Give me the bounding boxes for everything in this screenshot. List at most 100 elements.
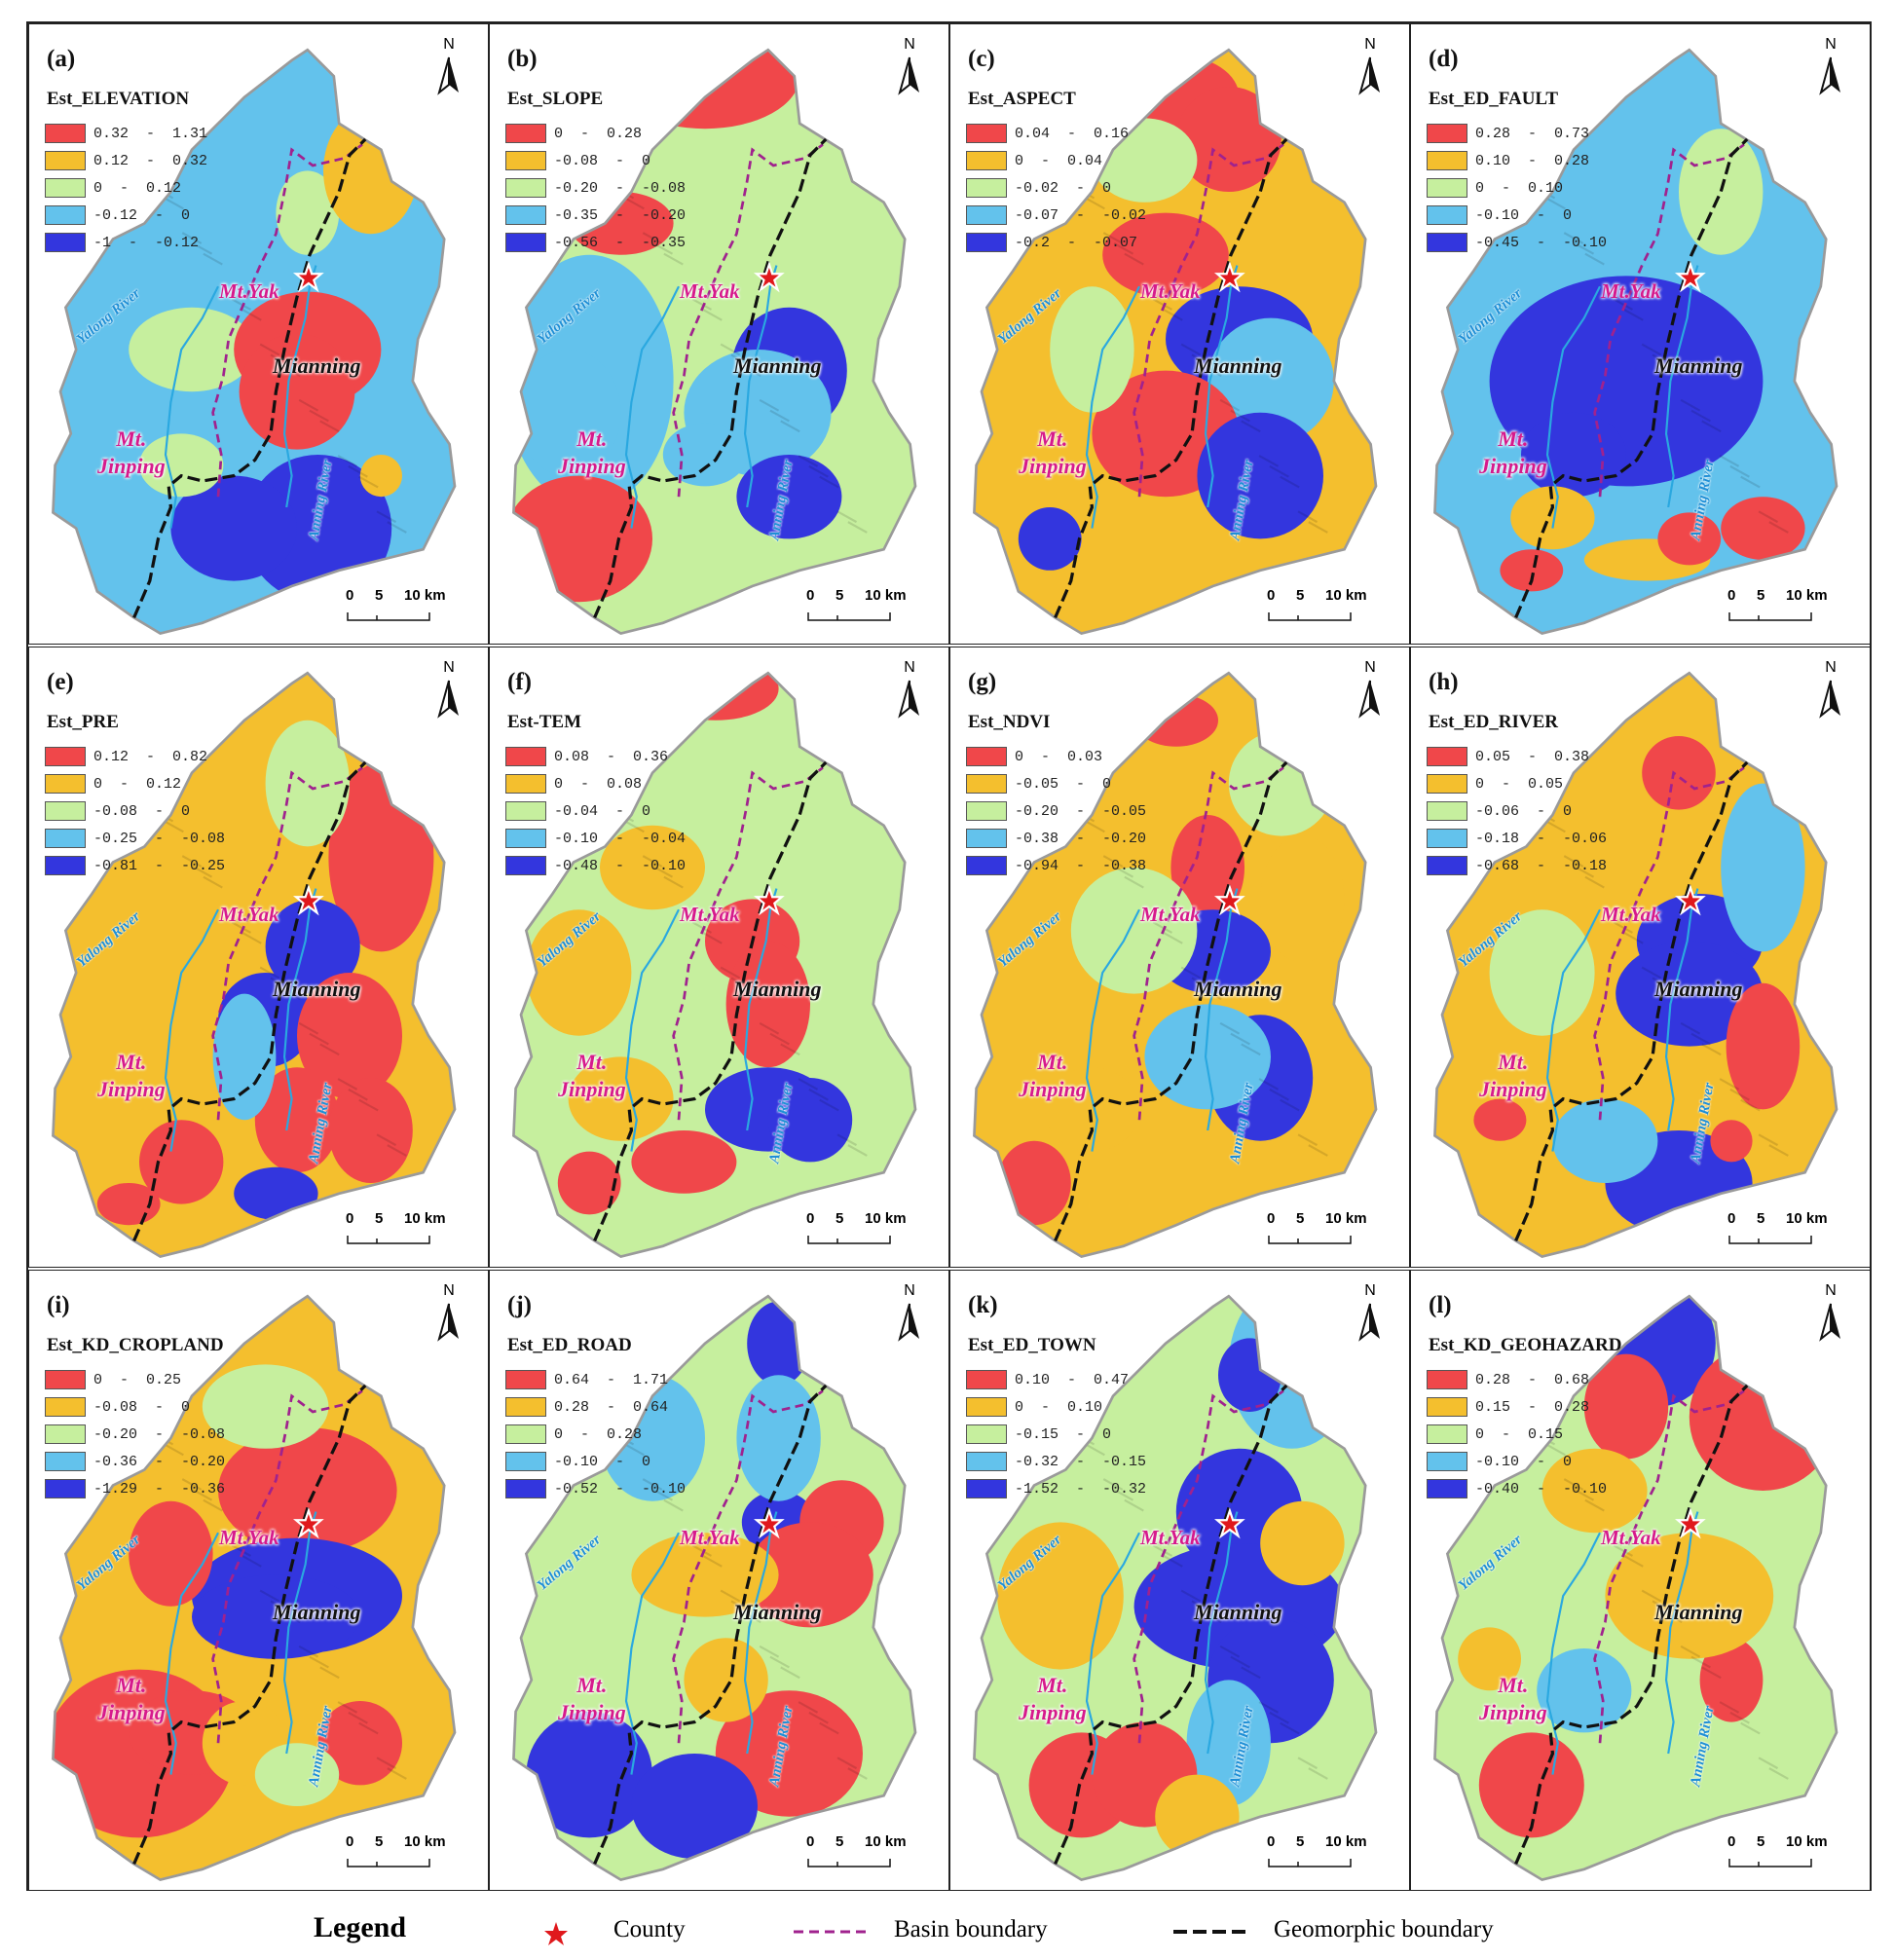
legend-range: -0.20 - -0.08 <box>93 1425 226 1443</box>
panel-legend: 0.28 - 0.68 0.15 - 0.28 0 - 0.15 -0.10 - 0 -… <box>1427 1366 1607 1502</box>
scale-label: 10 km <box>865 1210 907 1227</box>
coefficient-zone <box>997 1522 1124 1670</box>
legend-range: -0.10 - 0 <box>554 1453 651 1470</box>
legend-range: 0 - 0.28 <box>554 1425 643 1443</box>
panel-legend: 0.08 - 0.36 0 - 0.08 -0.04 - 0 -0.10 - -0.0… <box>505 743 686 879</box>
map-panel: (l) Est_KD_GEOHAZARD 0.28 - 0.68 0.15 - 0.2… <box>1410 1270 1871 1891</box>
legend-swatch <box>1427 1479 1467 1498</box>
county-star-icon <box>544 1922 568 1945</box>
scale-label: 5 <box>1296 587 1305 604</box>
legend-entry: 0.64 - 1.71 <box>505 1366 686 1393</box>
place-mianning: Mianning <box>1654 1600 1743 1624</box>
legend-entry: -0.10 - 0 <box>1427 202 1607 229</box>
river-anning <box>1664 888 1699 1131</box>
legend-swatch <box>1427 1370 1467 1389</box>
panel-label: (d) <box>1429 46 1459 72</box>
legend-range: 0.12 - 0.82 <box>93 748 208 765</box>
basin-boundary <box>1133 1389 1284 1744</box>
legend-entry: -0.20 - -0.08 <box>505 174 686 202</box>
legend-swatch <box>45 1370 86 1389</box>
place-mt-yak: Mt.Yak <box>1140 1526 1201 1549</box>
basin-boundary <box>1593 143 1745 498</box>
panel-label: (b) <box>507 46 538 72</box>
coefficient-zone <box>1155 1774 1240 1859</box>
river-anning <box>743 1511 778 1755</box>
place-mt-jinping: Mt. Jinping <box>558 426 626 478</box>
coefficient-zone <box>1186 1680 1271 1806</box>
geomorphic-boundary <box>132 760 367 1242</box>
panel-legend: 0 - 0.25 -0.08 - 0 -0.20 - -0.08 -0.36 - -0… <box>45 1366 225 1502</box>
map-panel: (h) Est_ED_RIVER 0.05 - 0.38 0 - 0.05 -0.06 … <box>1410 647 1871 1268</box>
north-label: N <box>904 36 915 53</box>
legend-swatch <box>505 178 546 198</box>
legend-range: -0.45 - -0.10 <box>1475 234 1608 251</box>
north-arrow-icon: N <box>429 1282 468 1350</box>
river-anning <box>743 265 778 508</box>
legend-entry: -0.04 - 0 <box>505 797 686 825</box>
coefficient-zone <box>1510 486 1595 550</box>
river-yalong <box>1545 908 1601 1152</box>
basin-boundary <box>211 1389 363 1744</box>
legend-entry: -0.08 - 0 <box>45 1393 225 1421</box>
legend-entry: 0.10 - 0.28 <box>1427 147 1607 174</box>
legend-entry: 0 - 0.12 <box>45 770 225 797</box>
scale-label: 10 km <box>404 1833 446 1850</box>
legend-entry: -0.45 - -0.10 <box>1427 229 1607 256</box>
north-label: N <box>904 659 915 676</box>
legend-swatch <box>1427 205 1467 225</box>
panel-title: Est_ED_ROAD <box>507 1335 632 1355</box>
scale-bar: 0 5 10 km <box>1720 1833 1856 1872</box>
coefficient-zone <box>1018 507 1082 571</box>
panel-label: (g) <box>968 669 997 695</box>
legend-entry: -0.52 - -0.10 <box>505 1475 686 1502</box>
panel-title: Est_PRE <box>47 712 119 732</box>
legend-swatch <box>45 829 86 848</box>
coefficient-surface-map <box>973 671 1378 1259</box>
map-grid: (a) Est_ELEVATION 0.32 - 1.31 0.12 - 0.32 0 … <box>26 21 1872 1891</box>
map-panel: (e) Est_PRE 0.12 - 0.82 0 - 0.12 -0.08 - 0 -0… <box>28 647 489 1268</box>
coefficient-zone <box>265 899 360 994</box>
county-star-icon <box>1675 884 1706 916</box>
coefficient-zone <box>1615 941 1764 1047</box>
legend-entry: -1 - -0.12 <box>45 229 207 256</box>
basin-boundary <box>1593 766 1745 1121</box>
place-mianning: Mianning <box>1194 353 1282 378</box>
north-arrow-icon: N <box>1351 36 1390 104</box>
river-yalong <box>1545 285 1601 529</box>
legend-range: -0.06 - 0 <box>1475 802 1573 820</box>
scale-label: 0 <box>1727 1210 1736 1227</box>
legend-swatch <box>1427 1397 1467 1417</box>
scale-bar: 0 5 10 km <box>1259 587 1395 626</box>
legend-entry: -0.38 - -0.20 <box>966 825 1146 852</box>
coefficient-zone <box>1710 1120 1753 1163</box>
coefficient-surface-map <box>512 48 917 636</box>
legend-range: -0.52 - -0.10 <box>554 1480 687 1498</box>
legend-entry: -1.52 - -0.32 <box>966 1475 1146 1502</box>
panel-label: (e) <box>47 669 74 695</box>
legend-swatch <box>1427 151 1467 170</box>
coefficient-zone <box>1489 909 1595 1036</box>
panel-legend: 0.10 - 0.47 0 - 0.10 -0.15 - 0 -0.32 - -0.1… <box>966 1366 1146 1502</box>
geomorphic-boundary <box>1514 1384 1749 1866</box>
legend-swatch <box>966 1397 1007 1417</box>
scale-label: 10 km <box>1786 587 1828 604</box>
river-anning <box>1204 1511 1239 1755</box>
panel-title: Est_ASPECT <box>968 89 1076 109</box>
place-mt-jinping: Mt. Jinping <box>1479 1673 1547 1724</box>
legend-range: 0.10 - 0.47 <box>1015 1371 1130 1388</box>
coefficient-zone <box>139 433 224 498</box>
river-yalong <box>1085 285 1140 529</box>
north-arrow-icon: N <box>429 659 468 727</box>
legend-range: 0 - 0.12 <box>93 179 182 197</box>
legend-entry: -0.56 - -0.35 <box>505 229 686 256</box>
panel-legend: 0.04 - 0.16 0 - 0.04 -0.02 - 0 -0.07 - -0.0… <box>966 120 1146 256</box>
coefficient-zone <box>1478 1732 1584 1838</box>
county-star-icon <box>754 261 785 293</box>
north-arrow-icon: N <box>1811 1282 1850 1350</box>
county-star-icon <box>293 884 324 916</box>
coefficient-surface-map <box>1433 1294 1838 1882</box>
coefficient-zone <box>1537 1648 1632 1733</box>
legend-swatch <box>966 124 1007 143</box>
legend-swatch <box>505 233 546 252</box>
north-arrow-icon: N <box>890 659 929 727</box>
